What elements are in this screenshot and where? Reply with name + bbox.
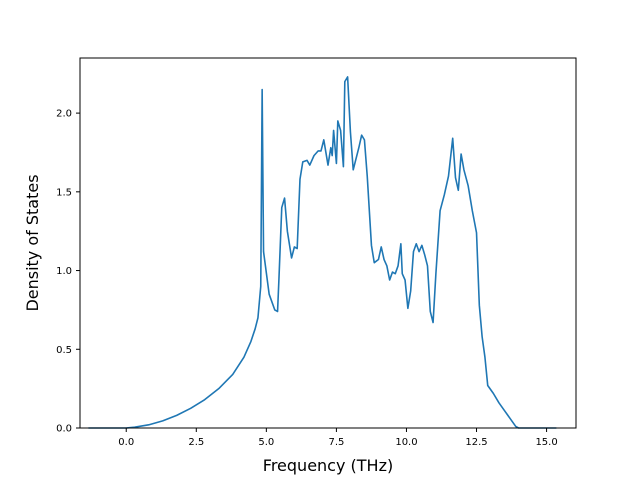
y-tick-label: 0.5 bbox=[56, 345, 72, 356]
x-tick-label: 10.0 bbox=[395, 437, 417, 448]
y-tick-label: 0.0 bbox=[56, 424, 72, 435]
x-tick-label: 15.0 bbox=[535, 437, 557, 448]
x-tick-label: 7.5 bbox=[328, 437, 344, 448]
axes-frame bbox=[79, 57, 577, 429]
y-axis-label: Density of States bbox=[23, 174, 42, 311]
x-tick-label: 12.5 bbox=[465, 437, 487, 448]
x-tick-label: 0.0 bbox=[118, 437, 134, 448]
plot-layer bbox=[88, 76, 557, 429]
y-tick-label: 2.0 bbox=[56, 109, 72, 120]
y-tick-label: 1.5 bbox=[56, 187, 72, 198]
y-tick-label: 1.0 bbox=[56, 266, 72, 277]
x-tick-label: 2.5 bbox=[188, 437, 204, 448]
y-axis-ticks: 0.0 0.5 1.0 1.5 2.0 bbox=[56, 109, 80, 435]
x-axis-label: Frequency (THz) bbox=[263, 456, 393, 475]
x-tick-label: 5.0 bbox=[258, 437, 274, 448]
x-axis-ticks: 0.0 2.5 5.0 7.5 10.0 12.5 15.0 bbox=[118, 428, 558, 448]
dos-series-line bbox=[88, 76, 557, 429]
